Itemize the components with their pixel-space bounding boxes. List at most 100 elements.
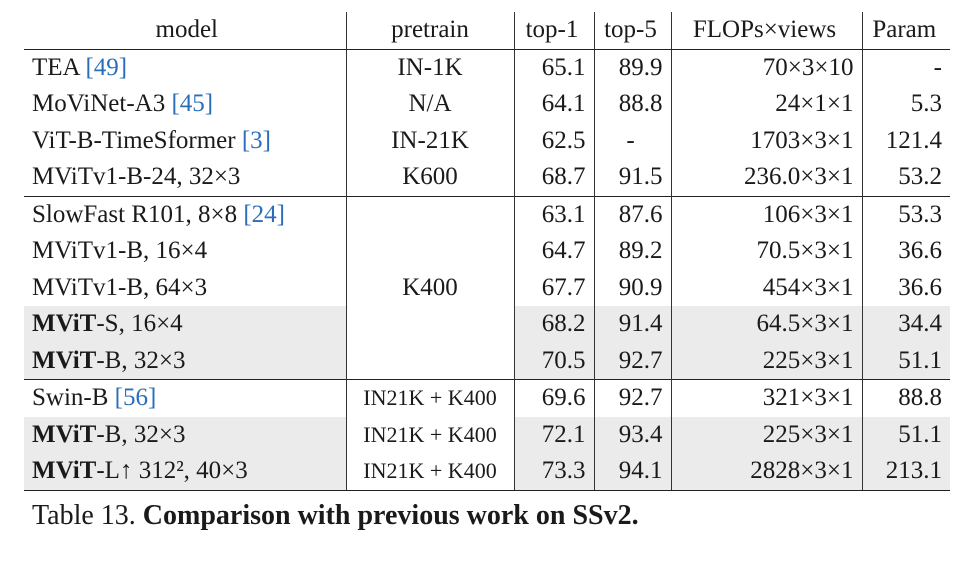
model-name: TEA xyxy=(32,53,86,81)
pretrain-cell: IN-21K xyxy=(345,122,514,159)
table-row: MViT-L↑ 312², 40×3 IN21K + K400 73.3 94.1 28… xyxy=(24,453,950,491)
model-name-bold: MViT xyxy=(32,420,97,448)
pretrain-cell: N/A xyxy=(345,86,514,123)
pretrain-cell xyxy=(345,233,514,270)
model-name-bold: MViT xyxy=(32,310,97,337)
top1-cell: 65.1 xyxy=(513,49,594,86)
pretrain-cell: K600 xyxy=(345,159,514,196)
param-cell: 121.4 xyxy=(861,122,950,159)
flops-views-cell: 64.5×3×1 xyxy=(670,306,862,343)
table-row: MViTv1-B, 16×4 64.7 89.2 70.5×3×1 36.6 xyxy=(24,233,950,270)
pretrain-cell xyxy=(345,195,514,233)
model-name: MViTv1-B, 16×4 xyxy=(32,237,208,264)
top5-cell: - xyxy=(593,122,671,159)
param-cell: 213.1 xyxy=(861,453,950,491)
param-cell: 51.1 xyxy=(861,416,950,453)
table-row: MViT-S, 16×4 68.2 91.4 64.5×3×1 34.4 xyxy=(24,306,950,343)
top5-cell: 90.9 xyxy=(593,269,671,306)
caption-label: Table 13. xyxy=(32,500,136,531)
table-caption: Table 13. Comparison with previous work … xyxy=(32,500,639,532)
header-model: model xyxy=(24,12,346,50)
model-cell: TEA [49] xyxy=(24,49,346,86)
top5-cell: 87.6 xyxy=(593,195,671,233)
model-cell: MoViNet-A3 [45] xyxy=(24,86,346,123)
param-cell: 5.3 xyxy=(861,86,950,123)
comparison-table: model pretrain top-1 top-5 FLOPs×views P… xyxy=(24,12,950,491)
header-top1: top-1 xyxy=(513,12,594,50)
model-cell: SlowFast R101, 8×8 [24] xyxy=(24,195,346,233)
top1-cell: 70.5 xyxy=(513,342,594,380)
model-name: MViTv1-B, 64×3 xyxy=(32,273,208,301)
pretrain-cell: IN21K + K400 xyxy=(345,453,514,491)
table-row: Swin-B [56] IN21K + K400 69.6 92.7 321×3×1 88… xyxy=(24,379,950,417)
top1-cell: 64.1 xyxy=(513,86,594,123)
table-row: MoViNet-A3 [45] N/A 64.1 88.8 24×1×1 5.3 xyxy=(24,86,950,123)
flops-views-cell: 106×3×1 xyxy=(670,195,862,233)
header-param: Param xyxy=(861,12,950,50)
flops-views-cell: 225×3×1 xyxy=(670,342,862,380)
flops-views-cell: 454×3×1 xyxy=(670,269,862,306)
flops-views-cell: 225×3×1 xyxy=(670,416,862,453)
param-cell: 36.6 xyxy=(861,233,950,270)
header-row: model pretrain top-1 top-5 FLOPs×views P… xyxy=(24,12,950,50)
model-cell: ViT-B-TimeSformer [3] xyxy=(24,123,346,160)
top1-cell: 68.2 xyxy=(513,306,594,343)
table-row: TEA [49] IN-1K 65.1 89.9 70×3×10- xyxy=(24,49,950,86)
table-body: TEA [49] IN-1K 65.1 89.9 70×3×10- MoViNet-A3 … xyxy=(24,49,950,491)
flops-views-cell: 70×3×10 xyxy=(670,49,862,86)
param-cell: 34.4 xyxy=(861,306,950,343)
top5-cell: 88.8 xyxy=(593,86,671,123)
param-cell: - xyxy=(861,49,950,86)
flops-views-cell: 236.0×3×1 xyxy=(670,159,862,196)
header-flops-views: FLOPs×views xyxy=(670,12,862,50)
header-top5: top-5 xyxy=(593,12,671,50)
model-cell: MViTv1-B, 64×3 xyxy=(24,270,346,307)
param-cell: 53.3 xyxy=(861,195,950,233)
flops-views-cell: 1703×3×1 xyxy=(670,122,862,159)
table-row: ViT-B-TimeSformer [3] IN-21K 62.5-1703×3×1… xyxy=(24,122,950,160)
citation-ref: [45] xyxy=(171,90,214,117)
top1-cell: 69.6 xyxy=(513,379,594,417)
model-cell: Swin-B [56] xyxy=(24,379,346,417)
model-cell: MViTv1-B, 16×4 xyxy=(24,233,346,270)
pretrain-cell xyxy=(345,342,514,380)
citation-ref: [24] xyxy=(243,200,286,228)
top5-cell: 92.7 xyxy=(593,342,671,380)
model-suffix: -B, 32×3 xyxy=(96,420,186,448)
citation-ref: [3] xyxy=(241,126,272,154)
model-name: ViT-B-TimeSformer xyxy=(32,126,242,154)
top5-cell: 91.5 xyxy=(593,159,671,196)
param-cell: 88.8 xyxy=(861,379,950,417)
model-name-bold: MViT xyxy=(32,457,97,484)
citation-ref: [56] xyxy=(114,384,157,411)
model-cell: MViT-B, 32×3 xyxy=(24,342,346,380)
param-cell: 51.1 xyxy=(861,342,950,380)
model-cell: MViT-B, 32×3 xyxy=(24,416,346,453)
pretrain-cell: IN-1K xyxy=(345,49,514,86)
top5-cell: 89.9 xyxy=(593,49,671,86)
flops-views-cell: 321×3×1 xyxy=(670,379,862,417)
param-cell: 53.2 xyxy=(861,159,950,196)
model-name: MoViNet-A3 xyxy=(32,90,172,117)
pretrain-cell: IN21K + K400 xyxy=(345,416,514,453)
pretrain-cell xyxy=(345,306,514,343)
top5-cell: 89.2 xyxy=(593,233,671,270)
table-row: MViT-B, 32×3 70.5 92.7 225×3×1 51.1 xyxy=(24,342,950,380)
top1-cell: 64.7 xyxy=(513,233,594,270)
model-name-bold: MViT xyxy=(32,346,97,374)
model-suffix: -L↑ 312², 40×3 xyxy=(96,457,248,484)
model-cell: MViT-L↑ 312², 40×3 xyxy=(24,453,346,491)
model-name: SlowFast R101, 8×8 xyxy=(32,200,244,228)
top5-cell: 91.4 xyxy=(593,306,671,343)
top5-cell: 94.1 xyxy=(593,453,671,491)
citation-ref: [49] xyxy=(85,53,128,81)
model-suffix: -B, 32×3 xyxy=(96,346,186,374)
top1-cell: 68.7 xyxy=(513,159,594,196)
top1-cell: 73.3 xyxy=(513,453,594,491)
top1-cell: 63.1 xyxy=(513,195,594,233)
pretrain-cell: IN21K + K400 xyxy=(345,379,514,417)
table-row: MViT-B, 32×3 IN21K + K400 72.1 93.4 225×3×1 5… xyxy=(24,416,950,453)
model-suffix: -S, 16×4 xyxy=(96,310,183,337)
header-pretrain: pretrain xyxy=(345,12,514,50)
table-row: MViTv1-B, 64×3 K400 67.7 90.9 454×3×1 36.6 xyxy=(24,269,950,307)
